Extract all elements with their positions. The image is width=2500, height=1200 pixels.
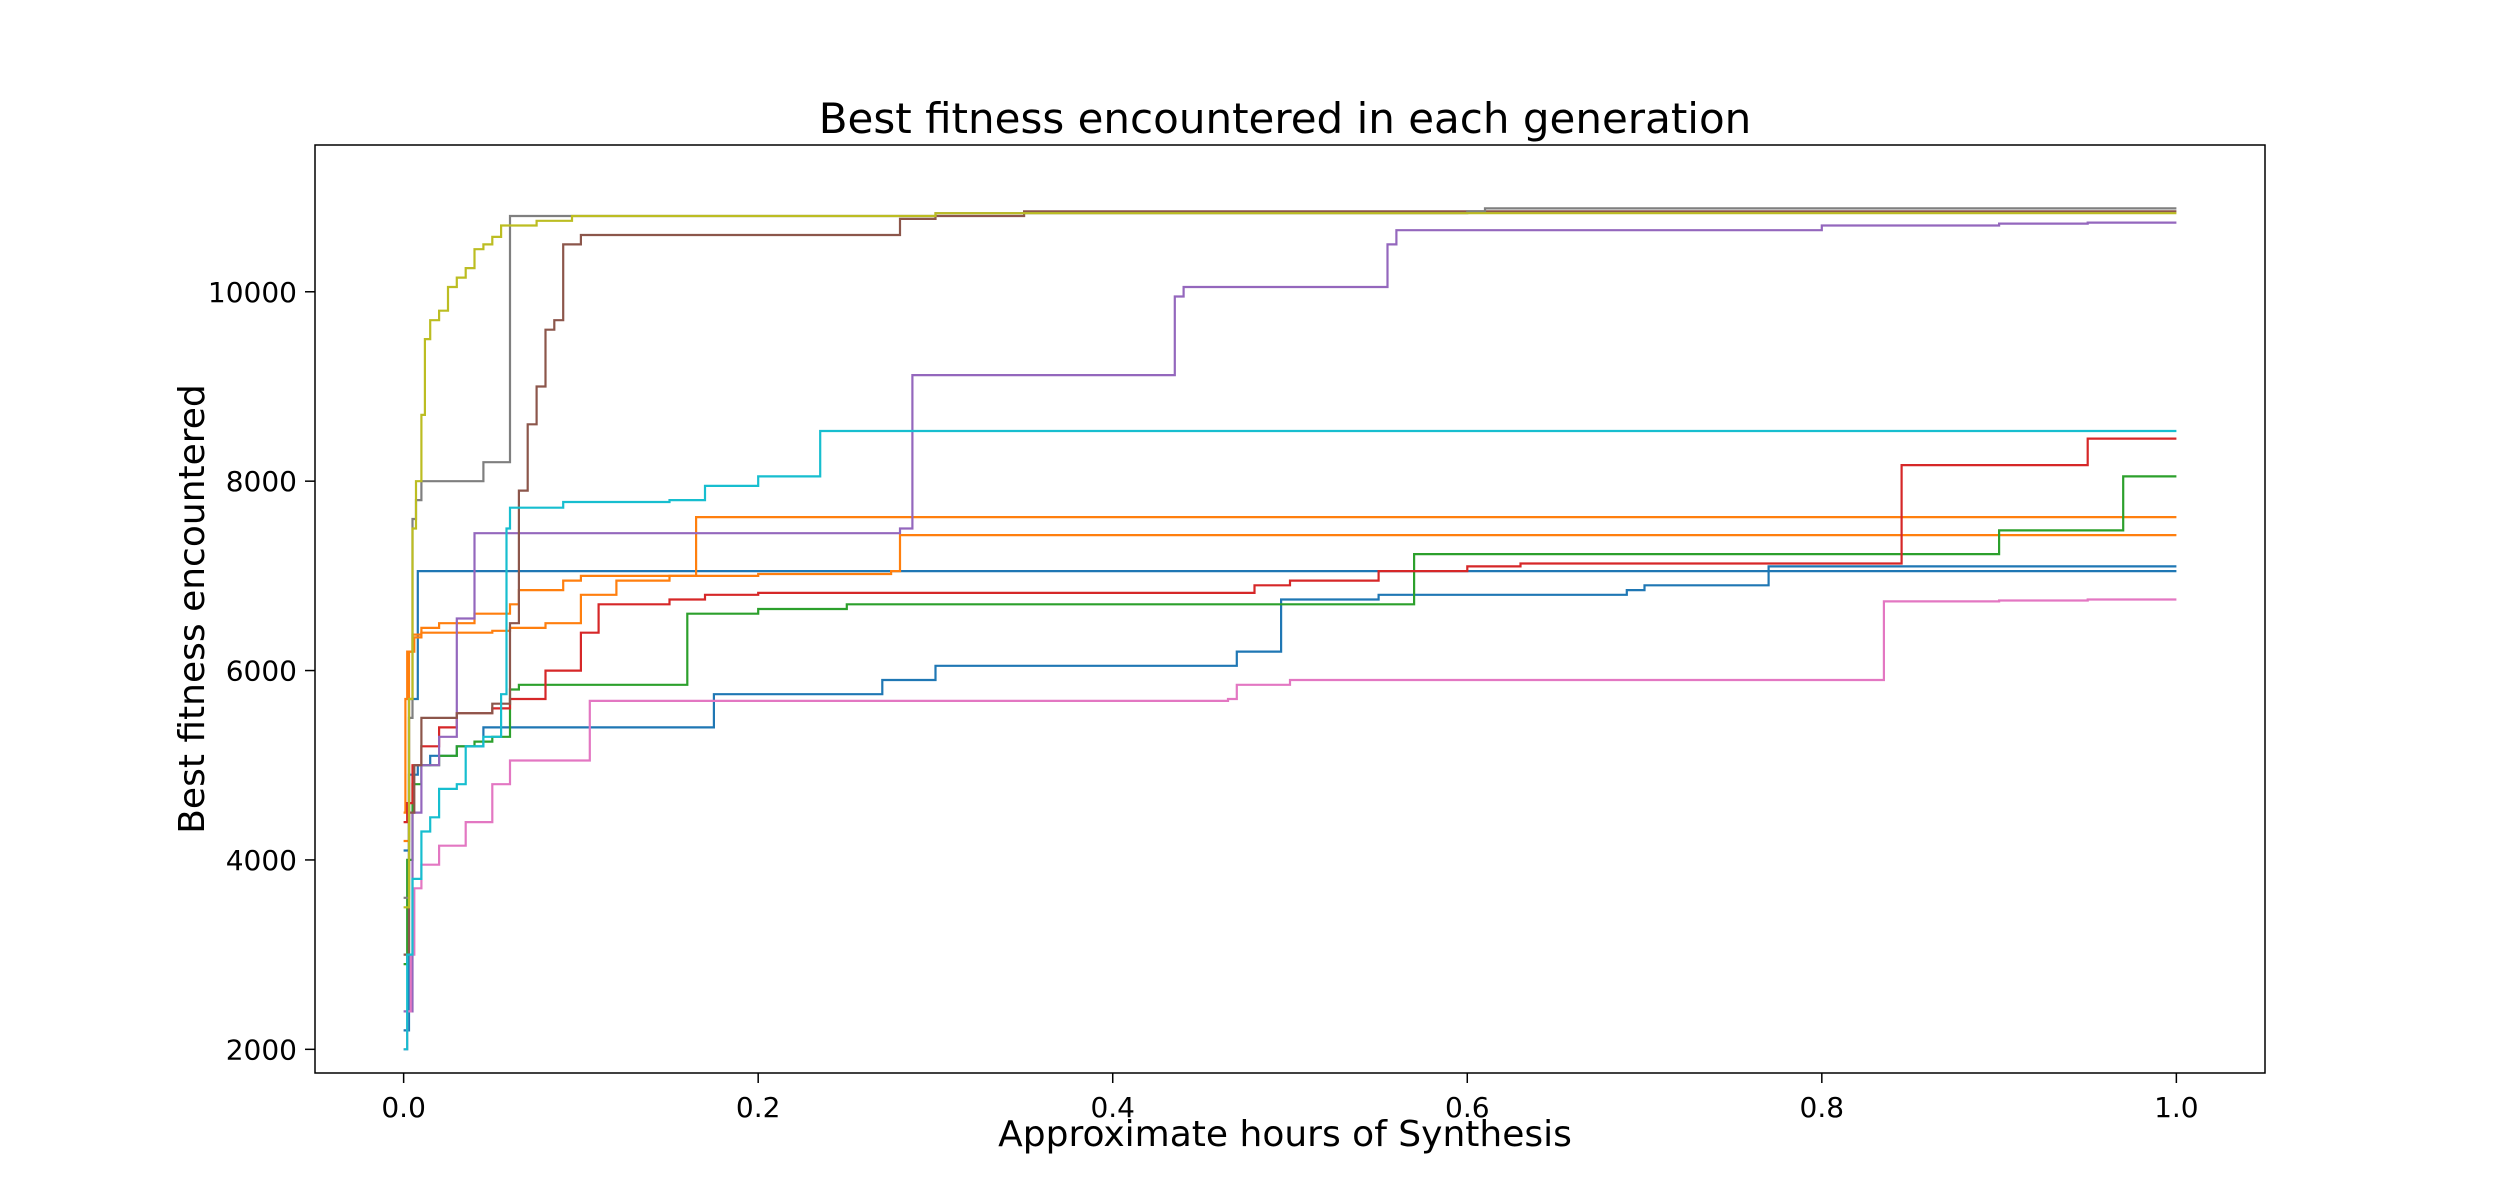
x-tick-label: 0.4: [1090, 1091, 1135, 1124]
series-line-7: [403, 221, 2177, 1013]
series-line-8: [403, 210, 2177, 956]
series-line-4: [403, 534, 2177, 843]
series-layer: [403, 207, 2177, 1051]
series-line-1: [403, 570, 2177, 1032]
x-axis: 0.0 0.2 0.4 0.6 0.8 1.0: [381, 1073, 2199, 1124]
plot-frame: [314, 144, 2266, 1074]
x-tick-label: 0.6: [1445, 1091, 1490, 1124]
x-tick-label: 0.8: [1800, 1091, 1845, 1124]
series-line-9: [403, 598, 2177, 1051]
series-line-12: [403, 429, 2177, 1051]
y-tick-label: 8000: [226, 465, 297, 498]
y-axis-label: Best fitness encountered: [172, 384, 213, 834]
y-tick-label: 4000: [226, 844, 297, 877]
x-tick-label: 0.0: [381, 1091, 426, 1124]
x-tick-label: 0.2: [736, 1091, 781, 1124]
series-line-11: [403, 212, 2177, 909]
plot-area: [315, 145, 2265, 1073]
chart-title: Best fitness encountered in each generat…: [819, 94, 1752, 143]
y-axis: 2000 4000 6000 8000 10000: [208, 276, 315, 1066]
x-axis-label: Approximate hours of Synthesis: [998, 1114, 1572, 1155]
x-tick-label: 1.0: [2154, 1091, 2199, 1124]
y-tick-label: 2000: [226, 1033, 297, 1066]
y-tick-label: 6000: [226, 655, 297, 688]
y-tick-label: 10000: [208, 276, 297, 309]
